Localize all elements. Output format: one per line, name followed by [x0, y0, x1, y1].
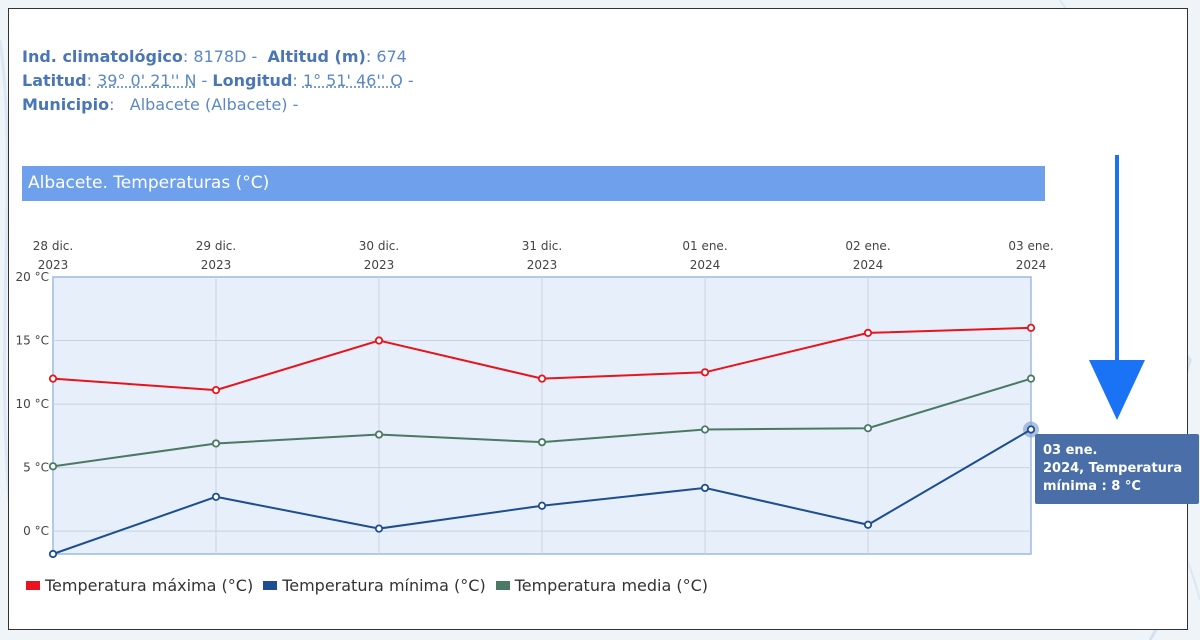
x-tick-label: 2024 — [853, 258, 884, 272]
legend-item-min[interactable]: Temperatura mínima (°C) — [263, 576, 486, 595]
data-point-max — [48, 374, 58, 383]
legend-item-max[interactable]: Temperatura máxima (°C) — [26, 576, 253, 595]
tooltip-line-3: mínima : 8 °C — [1043, 479, 1141, 494]
separator: - — [402, 71, 414, 90]
x-tick-label: 30 dic. — [359, 239, 399, 253]
indicativo-label: Ind. climatológico — [22, 47, 183, 66]
tooltip-line-1: 03 ene. — [1043, 443, 1098, 458]
station-info-row-3: Municipio: Albacete (Albacete) - — [22, 95, 299, 114]
legend-label: Temperatura media (°C) — [514, 576, 709, 595]
legend-item-media[interactable]: Temperatura media (°C) — [495, 576, 709, 595]
indicativo-value: 8178D — [193, 47, 247, 66]
x-tick-label: 01 ene. — [682, 239, 727, 253]
x-tick-label: 28 dic. — [33, 239, 73, 253]
y-tick-label: 10 °C — [16, 397, 49, 411]
municipio-value: Albacete (Albacete) — [129, 95, 288, 114]
data-point-media — [48, 462, 58, 471]
x-tick-label: 2023 — [38, 258, 69, 272]
chart-tooltip: 03 ene. 2024, Temperatura mínima : 8 °C — [1035, 434, 1199, 504]
altitud-label: Altitud (m) — [267, 47, 366, 66]
legend-label: Temperatura máxima (°C) — [45, 576, 254, 595]
data-point-max — [374, 336, 384, 345]
x-tick-label: 02 ene. — [845, 239, 890, 253]
data-point-media — [211, 439, 221, 448]
y-tick-label: 20 °C — [16, 270, 49, 284]
legend-swatch — [26, 581, 40, 590]
data-point-max — [863, 328, 873, 338]
y-tick-label: 0 °C — [23, 524, 49, 538]
chart-title: Albacete. Temperaturas (°C) — [22, 166, 1045, 201]
tooltip-line-2: 2024, Temperatura — [1043, 461, 1183, 476]
data-point-min — [1026, 425, 1036, 434]
x-tick-label: 2023 — [364, 258, 395, 272]
data-point-max — [1026, 323, 1036, 332]
data-point-min — [211, 492, 221, 501]
data-point-min — [700, 483, 710, 493]
longitud-value[interactable]: 1° 51' 46'' O — [302, 71, 403, 90]
data-point-min — [48, 549, 58, 559]
data-point-media — [863, 424, 873, 433]
altitud-value: 674 — [376, 47, 407, 66]
x-tick-label: 29 dic. — [196, 239, 236, 253]
station-info-row-2: Latitud: 39° 0' 21'' N - Longitud: 1° 51… — [22, 71, 414, 90]
station-info-row-1: Ind. climatológico: 8178D - Altitud (m):… — [22, 47, 407, 66]
legend-swatch — [263, 581, 278, 590]
data-point-media — [537, 438, 547, 447]
x-tick-label: 2023 — [201, 258, 232, 272]
x-tick-label: 03 ene. — [1008, 239, 1053, 253]
station-info: Ind. climatológico: 8178D - Altitud (m):… — [22, 45, 414, 117]
separator: - — [246, 47, 258, 66]
data-point-max — [211, 385, 221, 395]
x-tick-label: 2024 — [690, 258, 721, 272]
data-point-min — [374, 524, 384, 533]
latitud-value[interactable]: 39° 0' 21'' N — [97, 71, 197, 90]
data-point-min — [537, 501, 547, 510]
separator: - — [287, 95, 299, 114]
municipio-label: Municipio — [22, 95, 110, 114]
data-point-min — [863, 520, 873, 529]
data-point-media — [700, 425, 710, 434]
chart-legend: Temperatura máxima (°C) Temperatura mínim… — [26, 576, 708, 595]
x-tick-label: 2024 — [1016, 258, 1047, 272]
latitud-label: Latitud — [22, 71, 87, 90]
y-tick-label: 15 °C — [16, 334, 49, 348]
y-tick-label: 5 °C — [23, 461, 49, 475]
separator: - — [196, 71, 208, 90]
data-point-media — [1026, 374, 1036, 383]
data-point-media — [374, 430, 384, 439]
legend-label: Temperatura mínima (°C) — [282, 576, 486, 595]
longitud-label: Longitud — [212, 71, 293, 90]
x-tick-label: 31 dic. — [522, 239, 562, 253]
data-point-max — [700, 368, 710, 377]
x-tick-label: 2023 — [527, 258, 558, 272]
data-point-max — [537, 374, 547, 383]
legend-swatch — [495, 581, 510, 590]
